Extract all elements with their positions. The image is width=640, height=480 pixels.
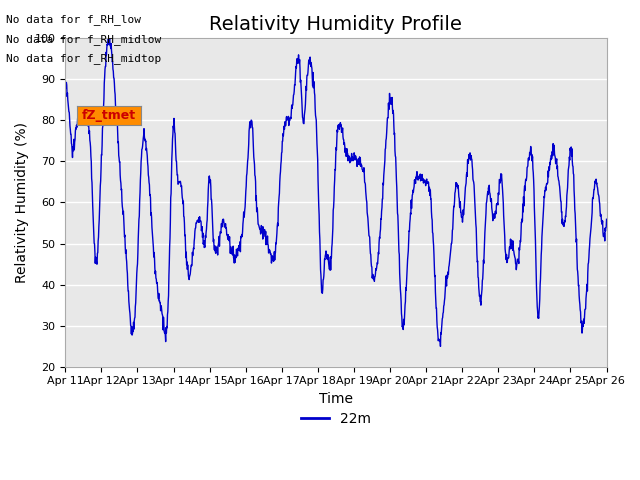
Title: Relativity Humidity Profile: Relativity Humidity Profile: [209, 15, 462, 34]
Text: fZ_tmet: fZ_tmet: [82, 108, 136, 122]
Y-axis label: Relativity Humidity (%): Relativity Humidity (%): [15, 122, 29, 283]
X-axis label: Time: Time: [319, 392, 353, 406]
Text: No data for f_RH_midtop: No data for f_RH_midtop: [6, 53, 162, 64]
Text: No data for f_RH_midlow: No data for f_RH_midlow: [6, 34, 162, 45]
Legend: 22m: 22m: [296, 407, 376, 432]
Text: No data for f_RH_low: No data for f_RH_low: [6, 14, 141, 25]
